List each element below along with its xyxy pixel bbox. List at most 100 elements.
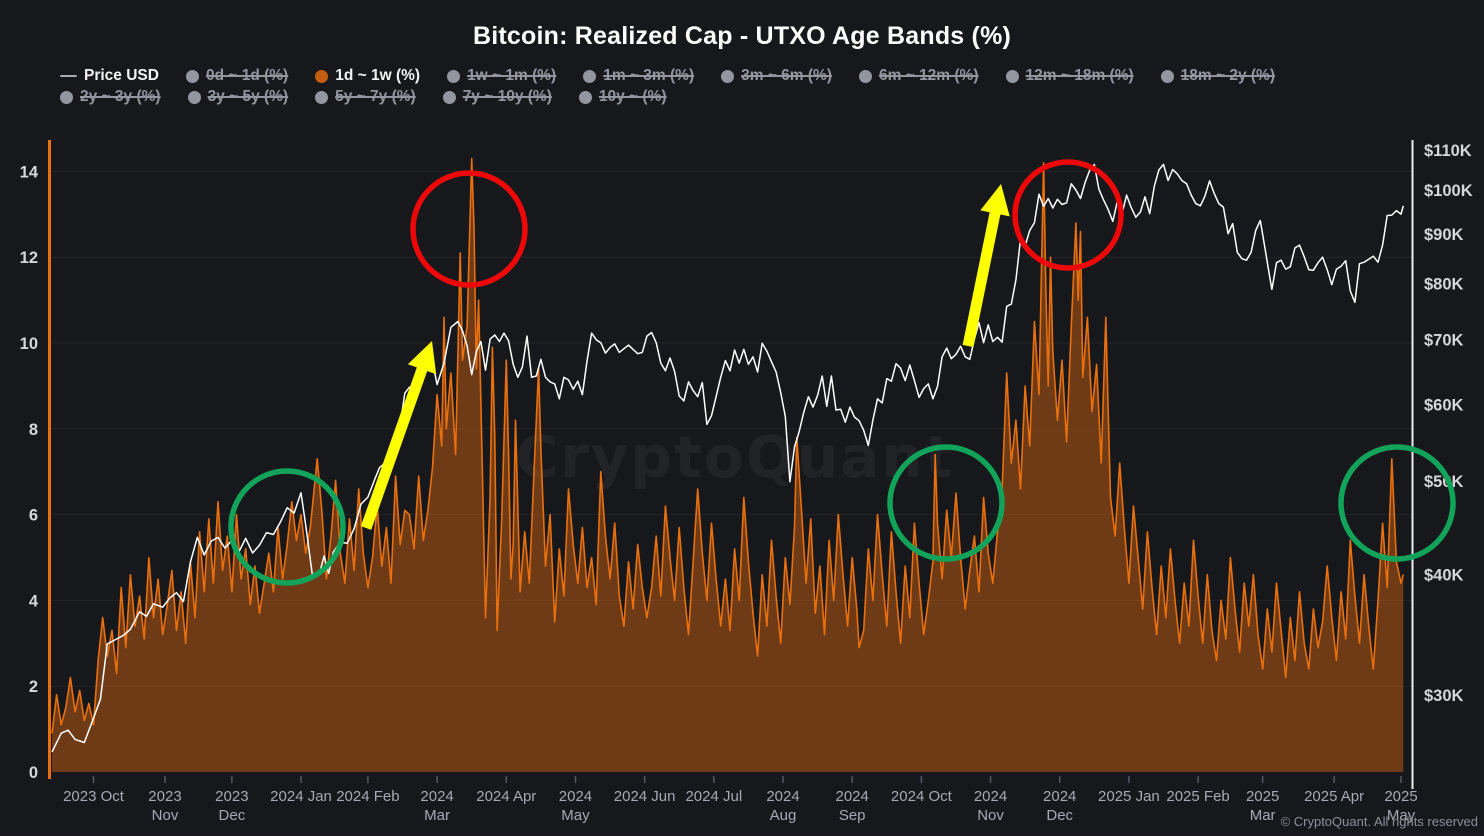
x-axis-month-label: 2024 bbox=[1043, 788, 1076, 805]
x-axis-month-label: 2023 bbox=[148, 788, 181, 805]
legend-item-label: 3m ~ 6m (%) bbox=[741, 67, 832, 84]
left-axis-tick-label: 0 bbox=[29, 764, 38, 782]
legend-item-7y-10y[interactable]: 7y ~ 10y (%) bbox=[442, 88, 552, 106]
copyright-text: © CryptoQuant. All rights reserved bbox=[1280, 814, 1478, 829]
annotation-red-circle bbox=[1012, 159, 1124, 271]
legend-item-18m-2y[interactable]: 18m ~ 2y (%) bbox=[1160, 67, 1275, 85]
x-axis-month-label: 2024 Feb bbox=[336, 788, 399, 805]
chart-title: Bitcoin: Realized Cap - UTXO Age Bands (… bbox=[472, 22, 1012, 50]
left-axis-tick-label: 10 bbox=[20, 335, 38, 353]
x-axis-month-label: 2025 Apr bbox=[1304, 788, 1364, 805]
x-axis-month-label-line2: Sep bbox=[839, 807, 866, 824]
legend-item-1d-1w[interactable]: 1d ~ 1w (%) bbox=[315, 67, 420, 85]
legend-dot-icon bbox=[447, 69, 461, 83]
legend-dot-icon bbox=[1005, 69, 1019, 83]
x-axis-month-label-line2: Mar bbox=[1250, 807, 1276, 824]
legend-item-label: 1m ~ 3m (%) bbox=[603, 67, 695, 84]
x-axis-month-label: 2024 Jan bbox=[270, 788, 332, 805]
price-line bbox=[51, 163, 1405, 753]
x-axis-month-label: 2024 Oct bbox=[891, 788, 953, 805]
legend-item-2y-3y[interactable]: 2y ~ 3y (%) bbox=[60, 88, 161, 106]
right-axis-tick-label: $80K bbox=[1424, 276, 1464, 294]
watermark: CryptoQuant bbox=[516, 423, 955, 491]
legend-item-0d-1d[interactable]: 0d ~ 1d (%) bbox=[185, 67, 289, 85]
legend-dot-icon bbox=[442, 90, 456, 104]
legend-dot-icon bbox=[187, 90, 201, 104]
legend-item-label: 18m ~ 2y (%) bbox=[1180, 67, 1275, 84]
legend-item-label: 1d ~ 1w (%) bbox=[335, 67, 421, 84]
x-axis-month-label: 2025 Jan bbox=[1098, 788, 1160, 805]
x-axis-month-label: 2024 bbox=[835, 788, 868, 805]
legend-item-price-usd[interactable]: Price USD bbox=[60, 67, 159, 85]
right-axis-tick-label: $110K bbox=[1424, 142, 1472, 160]
legend-dot-icon bbox=[859, 69, 872, 83]
x-axis-month-label: 2024 bbox=[420, 788, 453, 805]
annotation-red-circle bbox=[410, 170, 528, 288]
x-axis-month-label: 2025 Feb bbox=[1166, 788, 1229, 805]
legend-item-3m-6m[interactable]: 3m ~ 6m (%) bbox=[721, 67, 832, 85]
x-axis-month-label-line2: May bbox=[561, 807, 590, 824]
x-axis-month-label-line2: Dec bbox=[219, 807, 246, 824]
legend-item-12m-18m[interactable]: 12m ~ 18m (%) bbox=[1005, 67, 1134, 85]
left-axis-tick-label: 2 bbox=[29, 678, 38, 696]
legend-item-label: 1w ~ 1m (%) bbox=[467, 67, 557, 84]
x-axis-month-label-line2: Aug bbox=[770, 807, 797, 824]
right-axis-tick-label: $40K bbox=[1424, 566, 1464, 584]
x-axis-month-label: 2023 bbox=[215, 788, 248, 805]
right-axis-tick-label: $30K bbox=[1424, 687, 1464, 705]
left-axis-tick-label: 6 bbox=[29, 507, 38, 525]
legend-dot-icon bbox=[1160, 69, 1174, 83]
x-axis-month-label: 2024 Jul bbox=[685, 788, 742, 805]
right-axis-tick-label: $90K bbox=[1424, 226, 1464, 244]
legend-dot-icon bbox=[315, 90, 329, 104]
left-axis-tick-label: 12 bbox=[20, 249, 38, 267]
legend-dot-icon bbox=[583, 69, 597, 83]
legend-dot-icon bbox=[721, 69, 735, 83]
legend-item-label: Price USD bbox=[84, 67, 159, 84]
legend-item-6m-12m[interactable]: 6m ~ 12m (%) bbox=[859, 67, 979, 85]
legend-dot-icon bbox=[578, 90, 592, 104]
x-axis-month-label: 2024 bbox=[974, 788, 1007, 805]
annotation-green-circle bbox=[228, 468, 346, 586]
legend-item-5y-7y[interactable]: 5y ~ 7y (%) bbox=[315, 88, 416, 106]
right-axis-tick-label: $50K bbox=[1424, 473, 1464, 491]
legend-item-10y[interactable]: 10y ~ (%) bbox=[578, 88, 667, 106]
annotation-yellow-arrow-head bbox=[407, 341, 437, 375]
legend-dot-icon bbox=[60, 90, 73, 104]
x-axis-month-label: 2025 bbox=[1384, 788, 1417, 805]
right-axis-tick-label: $60K bbox=[1424, 396, 1464, 414]
legend-item-1w-1m[interactable]: 1w ~ 1m (%) bbox=[447, 67, 556, 85]
annotation-yellow-arrow-head bbox=[980, 184, 1010, 217]
x-axis-month-label-line2: Nov bbox=[152, 807, 179, 824]
legend-row-2: 2y ~ 3y (%) 3y ~ 5y (%) 5y ~ 7y (%) 7y ~ 10… bbox=[60, 88, 1275, 106]
left-axis-tick-label: 4 bbox=[29, 592, 39, 610]
x-axis-month-label-line2: Mar bbox=[424, 807, 450, 824]
utxo-1d-1w-area bbox=[52, 158, 1404, 772]
legend-item-label: 0d ~ 1d (%) bbox=[205, 67, 289, 84]
legend-line-icon bbox=[60, 74, 77, 78]
legend-item-label: 7y ~ 10y (%) bbox=[462, 88, 552, 105]
legend-item-label: 12m ~ 18m (%) bbox=[1025, 67, 1134, 84]
legend-dot-icon bbox=[315, 69, 329, 83]
x-axis-month-label-line2: May bbox=[1387, 807, 1416, 824]
left-axis-tick-label: 8 bbox=[29, 421, 38, 439]
x-axis-month-label: 2023 Oct bbox=[63, 788, 125, 805]
annotation-green-circle bbox=[887, 444, 1005, 562]
right-axis-tick-label: $70K bbox=[1424, 332, 1464, 350]
legend-item-label: 3y ~ 5y (%) bbox=[207, 88, 289, 105]
x-axis-month-label: 2024 bbox=[559, 788, 592, 805]
legend-dot-icon bbox=[185, 69, 199, 83]
legend-item-label: 10y ~ (%) bbox=[598, 88, 667, 105]
utxo-1d-1w-line bbox=[51, 157, 1405, 734]
x-axis-month-label: 2024 bbox=[766, 788, 799, 805]
annotation-yellow-arrow-shaft bbox=[360, 363, 429, 530]
legend-item-label: 6m ~ 12m (%) bbox=[879, 67, 979, 84]
legend-item-1m-3m[interactable]: 1m ~ 3m (%) bbox=[583, 67, 694, 85]
legend-item-3y-5y[interactable]: 3y ~ 5y (%) bbox=[187, 88, 289, 106]
left-axis-tick-label: 14 bbox=[20, 163, 39, 181]
legend-item-label: 2y ~ 3y (%) bbox=[80, 88, 161, 105]
annotation-green-circle bbox=[1338, 444, 1456, 562]
annotation-yellow-arrow-shaft bbox=[962, 208, 1002, 348]
